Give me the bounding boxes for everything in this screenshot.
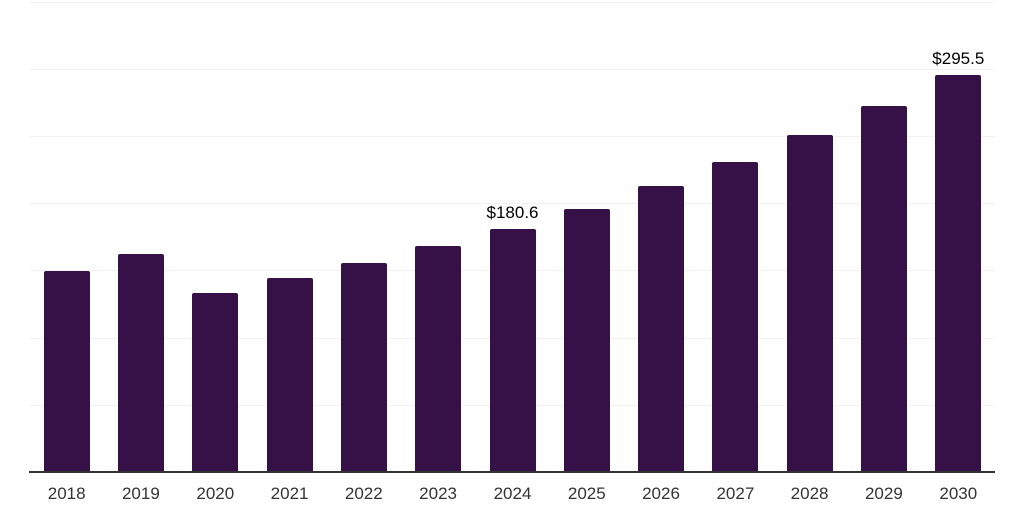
data-label-2024: $180.6 (486, 203, 539, 223)
gridline (30, 136, 995, 137)
x-tick-label-2024: 2024 (493, 484, 532, 503)
bar-2027[interactable] (712, 161, 759, 472)
bar-2029[interactable] (860, 106, 907, 472)
gridline (30, 1, 995, 3)
bar-2018[interactable] (43, 270, 90, 472)
bar-2028[interactable] (786, 135, 833, 472)
bar-2022[interactable] (340, 262, 387, 472)
x-tick-label-2029: 2029 (864, 484, 903, 503)
bar-2026[interactable] (638, 186, 684, 472)
bar-2025[interactable] (563, 208, 610, 472)
x-tick-label-2023: 2023 (419, 484, 457, 503)
x-axis-line (29, 470, 995, 473)
gridline (30, 68, 995, 70)
x-tick-label-2021: 2021 (270, 484, 309, 503)
x-tick-label-2022: 2022 (344, 484, 383, 503)
x-tick-label-2025: 2025 (567, 484, 606, 503)
x-tick-label-2028: 2028 (790, 484, 829, 503)
bar-2021[interactable] (266, 277, 313, 472)
bar-2030[interactable] (935, 74, 982, 472)
bar-2023[interactable] (415, 246, 462, 472)
x-tick-label-2019: 2019 (121, 484, 160, 503)
bar-2024[interactable] (489, 229, 536, 472)
data-label-2030: $295.5 (932, 48, 985, 68)
bar-2019[interactable] (117, 254, 164, 472)
x-tick-label-2026: 2026 (642, 484, 680, 503)
bar-2020[interactable] (192, 292, 239, 472)
x-tick-label-2030: 2030 (939, 484, 978, 503)
x-tick-label-2018: 2018 (47, 484, 86, 503)
x-tick-label-2020: 2020 (196, 484, 235, 503)
x-tick-label-2027: 2027 (716, 484, 755, 503)
